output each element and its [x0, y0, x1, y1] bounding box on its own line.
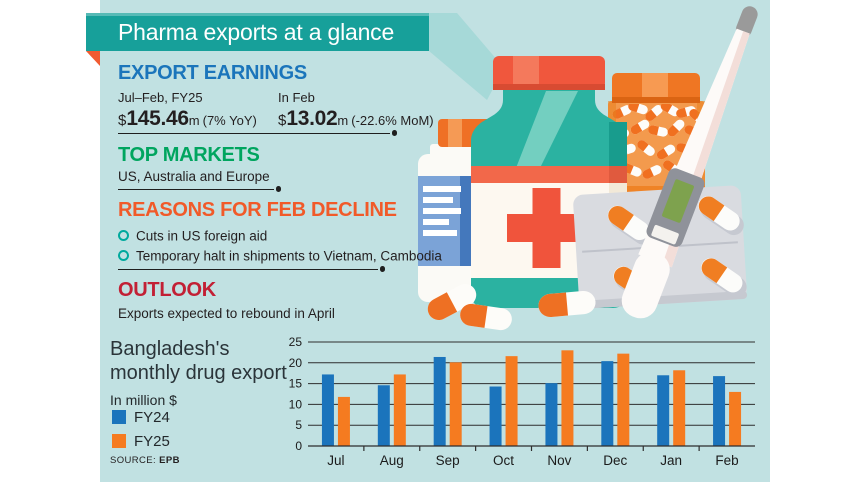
fy25-swatch: [112, 434, 126, 448]
chart-title: Bangladesh's monthly drug export: [110, 338, 287, 384]
bullet-ring-icon: [118, 250, 129, 262]
export-earnings-heading: EXPORT EARNINGS: [118, 62, 307, 84]
monthly-export-bar-chart: 0 5 10 15 20 25 Jul Aug Sep Oct Nov Dec Jan Feb: [289, 335, 755, 468]
currency-symbol: $: [278, 112, 287, 129]
y-tick-label: 15: [289, 377, 303, 391]
bar-fy25-dec: [617, 353, 630, 446]
source-note: SOURCE: EPB: [110, 455, 180, 466]
top-markets-heading: TOP MARKETS: [118, 144, 260, 166]
outlook-text: Exports expected to rebound in April: [118, 306, 335, 321]
bar-fy25-jan: [673, 370, 686, 446]
reason-item: Cuts in US foreign aid: [118, 227, 267, 245]
y-tick-label: 20: [289, 356, 303, 370]
x-tick-label: Sep: [436, 453, 460, 468]
stat-period-2: In Feb: [278, 90, 315, 105]
section-divider: [118, 266, 385, 272]
bar-fy24-jan: [657, 375, 670, 446]
stat-value-2: $13.02m (-22.6% MoM): [278, 107, 434, 130]
bar-fy24-dec: [601, 361, 614, 446]
bar-fy25-sep: [449, 362, 462, 446]
bar-fy24-aug: [377, 385, 390, 446]
pharma-illustration: [418, 6, 758, 332]
ribbon-tail: [429, 13, 504, 100]
x-tick-label: Oct: [493, 453, 514, 468]
legend-item-fy24: FY24: [112, 409, 170, 427]
legend-item-fy25: FY25: [112, 433, 170, 451]
y-tick-label: 10: [289, 397, 303, 411]
bar-fy24-feb: [713, 376, 726, 446]
bar-fy25-oct: [505, 356, 518, 446]
currency-symbol: $: [118, 112, 127, 129]
stat-value-1: $145.46m (7% YoY): [118, 107, 257, 130]
y-tick-label: 25: [289, 335, 303, 349]
outlook-heading: OUTLOOK: [118, 279, 216, 301]
bar-fy25-feb: [729, 391, 742, 446]
x-tick-label: Feb: [715, 453, 738, 468]
banner-fold: [86, 51, 100, 66]
chart-unit-label: In million $: [110, 392, 177, 408]
bar-fy24-oct: [489, 386, 502, 446]
bullet-ring-icon: [118, 230, 129, 242]
fy24-swatch: [112, 410, 126, 424]
x-tick-label: Jan: [660, 453, 682, 468]
top-markets-text: US, Australia and Europe: [118, 169, 270, 184]
bar-fy24-sep: [433, 356, 446, 446]
x-tick-label: Aug: [380, 453, 404, 468]
x-tick-label: Dec: [603, 453, 627, 468]
section-divider: [118, 130, 397, 136]
bar-fy25-jul: [337, 396, 350, 446]
x-tick-label: Nov: [547, 453, 571, 468]
page-title: Pharma exports at a glance: [118, 19, 395, 45]
bar-fy25-nov: [561, 350, 574, 446]
reason-item: Temporary halt in shipments to Vietnam, …: [118, 247, 442, 265]
y-tick-label: 0: [295, 439, 302, 453]
y-tick-label: 5: [295, 418, 302, 432]
stat-period-1: Jul–Feb, FY25: [118, 90, 203, 105]
x-tick-label: Jul: [327, 453, 344, 468]
bar-fy24-jul: [321, 374, 334, 446]
title-banner: Pharma exports at a glance: [86, 13, 429, 51]
bar-fy24-nov: [545, 383, 558, 446]
bar-fy25-aug: [393, 374, 406, 446]
reasons-heading: REASONS FOR FEB DECLINE: [118, 199, 397, 221]
section-divider: [118, 186, 281, 192]
thermometer-icon: [621, 6, 758, 319]
